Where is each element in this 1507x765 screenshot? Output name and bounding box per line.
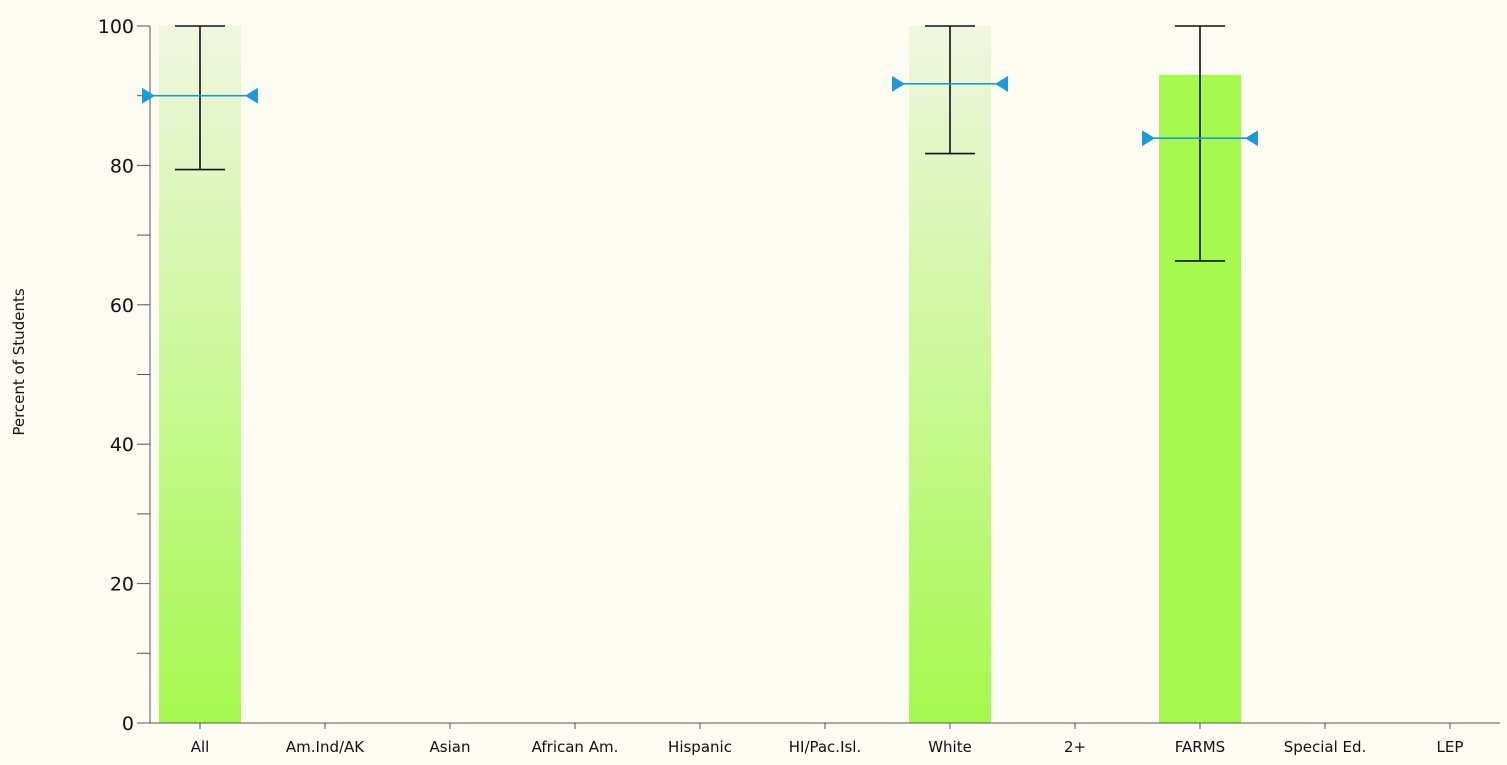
error-bar xyxy=(175,25,225,171)
y-tick-label: 40 xyxy=(110,434,134,456)
axes-layer: 0 20 40 60 80 100 All Am.Ind/AK Asian African Am.… xyxy=(98,16,1500,756)
target-marker xyxy=(1142,130,1258,147)
error-bars-layer xyxy=(175,25,1225,262)
y-tick-label: 0 xyxy=(122,713,134,735)
target-marker xyxy=(892,75,1008,92)
x-tick-label: Am.Ind/AK xyxy=(286,738,365,756)
y-tick-label: 60 xyxy=(110,295,134,317)
y-axis-title: Percent of Students xyxy=(10,288,28,435)
bars-layer xyxy=(159,26,1241,724)
x-tick-label: HI/Pac.Isl. xyxy=(789,738,862,756)
target-arrow-right xyxy=(1245,130,1258,147)
x-tick-label: FARMS xyxy=(1175,738,1225,756)
y-tick-label: 100 xyxy=(98,16,134,38)
x-tick-label: African Am. xyxy=(532,738,619,756)
error-bar xyxy=(1175,25,1225,262)
x-tick-label: Asian xyxy=(430,738,471,756)
target-arrow-left xyxy=(892,75,905,92)
target-marker xyxy=(142,87,258,104)
target-markers-layer xyxy=(142,75,1258,147)
target-arrow-right xyxy=(995,75,1008,92)
x-tick-label: White xyxy=(928,738,972,756)
x-tick-label: 2+ xyxy=(1064,738,1086,756)
target-arrow-left xyxy=(1142,130,1155,147)
error-bar xyxy=(925,25,975,155)
x-tick-label: Special Ed. xyxy=(1284,738,1367,756)
x-tick-label: All xyxy=(191,738,210,756)
target-arrow-left xyxy=(142,87,155,104)
y-tick-label: 80 xyxy=(110,155,134,177)
y-tick-label: 20 xyxy=(110,574,134,596)
target-arrow-right xyxy=(245,87,258,104)
x-tick-label: LEP xyxy=(1437,738,1464,756)
x-tick-label: Hispanic xyxy=(668,738,732,756)
